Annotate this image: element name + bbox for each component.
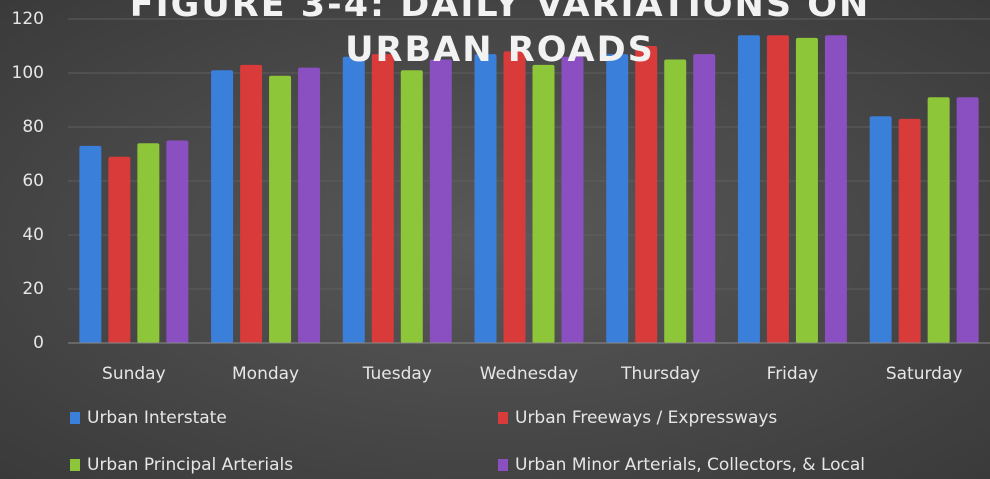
- bar: [474, 54, 497, 343]
- bar: [956, 97, 979, 343]
- x-tick-label: Saturday: [886, 364, 963, 384]
- y-tick-label: 80: [22, 117, 44, 137]
- x-tick-label: Tuesday: [362, 364, 432, 384]
- bar: [869, 116, 892, 343]
- y-tick-label: 40: [22, 225, 44, 245]
- bar: [503, 51, 526, 344]
- x-tick-label: Sunday: [102, 364, 166, 384]
- bar: [927, 97, 950, 343]
- legend-marker: [70, 459, 80, 471]
- chart-title: FIGURE 3-4: DAILY VARIATIONS ON URBAN RO…: [129, 0, 871, 70]
- bar: [298, 67, 321, 343]
- bar: [79, 145, 102, 343]
- y-tick-label: 60: [22, 171, 44, 191]
- bar: [766, 35, 789, 343]
- bar: [737, 35, 760, 343]
- bar: [824, 35, 847, 343]
- bar: [795, 37, 818, 344]
- bar: [240, 64, 263, 344]
- legend-label: Urban Interstate: [87, 408, 227, 428]
- y-tick-label: 100: [12, 63, 44, 83]
- legend-label: Urban Principal Arterials: [87, 455, 293, 475]
- y-tick-label: 120: [12, 9, 44, 29]
- bar: [898, 118, 921, 344]
- bar: [532, 64, 555, 344]
- legend-label: Urban Freeways / Expressways: [515, 408, 777, 428]
- legend-marker: [70, 412, 80, 424]
- x-tick-label: Thursday: [620, 364, 700, 384]
- legend-marker: [498, 412, 508, 424]
- x-tick-label: Monday: [232, 364, 299, 384]
- bar: [400, 70, 423, 344]
- bar: [635, 46, 658, 343]
- bar: [371, 54, 394, 343]
- bar: [664, 59, 687, 343]
- bar: [342, 56, 365, 344]
- bar: [561, 56, 584, 344]
- bar: [429, 59, 452, 343]
- x-tick-label: Wednesday: [480, 364, 578, 384]
- y-tick-label: 20: [22, 279, 44, 299]
- bar: [166, 140, 189, 343]
- bar: [606, 54, 629, 343]
- legend-label: Urban Minor Arterials, Collectors, & Loc…: [515, 455, 865, 475]
- bar: [693, 54, 716, 343]
- bar: [211, 70, 234, 344]
- x-tick-label: Friday: [767, 364, 819, 384]
- bar: [269, 75, 292, 343]
- bar: [108, 156, 131, 343]
- y-tick-label: 0: [33, 333, 44, 353]
- legend-marker: [498, 459, 508, 471]
- bar: [137, 143, 160, 343]
